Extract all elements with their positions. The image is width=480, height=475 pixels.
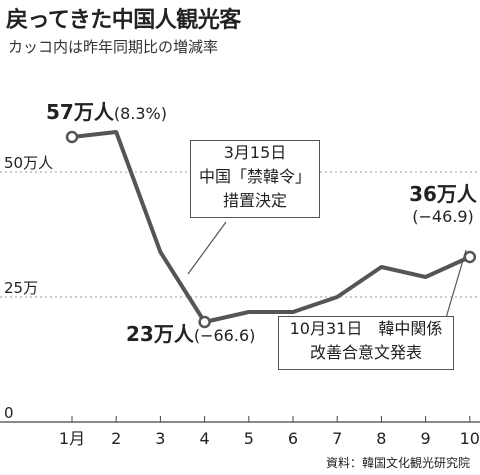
y-axis-ticks: 0 25万 50万人: [4, 154, 53, 422]
point-label-jan-change: (8.3%): [113, 104, 167, 123]
point-label-apr: 23万人(−66.6): [126, 318, 255, 347]
annotation-1-line-2: 中国「禁韓令」: [198, 167, 311, 186]
series-points: [65, 130, 477, 329]
y-tick-label: 0: [4, 404, 14, 422]
chart-subtitle: カッコ内は昨年同期比の増減率: [8, 38, 219, 56]
source-note: 資料：韓国文化観光研究院: [325, 456, 470, 470]
x-tick-label: 3: [155, 429, 165, 448]
x-tick-label: 10: [460, 429, 480, 448]
point-label-oct-value: 36万人: [409, 182, 477, 206]
point-label-oct: 36万人 (−46.9): [408, 178, 478, 226]
data-point-marker: [463, 250, 477, 264]
annotation-box-1: 3月15日 中国「禁韓令」 措置決定: [190, 140, 320, 218]
annotation-box-2: 10月31日 韓中関係 改善合意文発表: [278, 316, 454, 370]
series-line: [71, 130, 471, 324]
point-label-apr-value: 23万人: [126, 322, 194, 346]
annotation-1-line-1: 3月15日: [223, 143, 287, 162]
x-tick-label: 9: [421, 429, 431, 448]
chart-title: 戻ってきた中国人観光客: [6, 8, 241, 33]
x-axis-ticks: 1月 2 3 4 5 6 7 8 9 10: [0, 416, 480, 448]
y-tick-label: 50万人: [4, 154, 53, 172]
point-label-oct-change: (−46.9): [412, 207, 474, 226]
x-tick-label: 4: [200, 429, 210, 448]
x-tick-label: 5: [244, 429, 254, 448]
annotation-1-line-3: 措置決定: [222, 191, 287, 210]
x-tick-label: 6: [288, 429, 298, 448]
data-point-marker: [198, 315, 211, 329]
x-tick-label: 8: [376, 429, 386, 448]
point-label-jan-value: 57万人: [46, 100, 114, 124]
annotation-2-line-2: 改善合意文発表: [309, 343, 422, 362]
annotation-2-line-1: 10月31日 韓中関係: [289, 319, 443, 338]
point-label-jan: 57万人(8.3%): [46, 96, 167, 125]
x-tick-label: 7: [332, 429, 342, 448]
x-tick-label: 2: [111, 429, 121, 448]
x-tick-label: 1月: [59, 429, 85, 448]
y-tick-label: 25万: [4, 279, 38, 297]
data-point-marker: [65, 130, 79, 144]
annotation-pointer-1: [187, 221, 227, 275]
point-label-apr-change: (−66.6): [193, 326, 256, 345]
